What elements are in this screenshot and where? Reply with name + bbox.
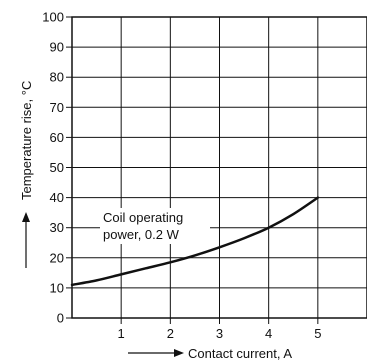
- y-tick-label: 70: [50, 100, 64, 115]
- x-tick-label: 3: [216, 326, 223, 341]
- x-tick-labels: 1 2 3 4 5: [118, 326, 322, 341]
- y-axis-label: Temperature rise, °C: [19, 81, 34, 200]
- y-tick-label: 40: [50, 190, 64, 205]
- y-tick-label: 100: [42, 10, 64, 25]
- y-tick-label: 60: [50, 130, 64, 145]
- y-tick-label: 80: [50, 70, 64, 85]
- y-tick-label: 50: [50, 160, 64, 175]
- series-line: [70, 196, 320, 287]
- y-tick-labels: 0 10 20 30 40 50 60 70 80 90 100: [42, 10, 64, 326]
- x-axis-arrowhead-icon: [174, 349, 184, 357]
- y-tick-label: 10: [50, 280, 64, 295]
- x-tick-label: 4: [265, 326, 272, 341]
- x-tick-label: 5: [314, 326, 321, 341]
- x-tick-label: 2: [167, 326, 174, 341]
- x-axis-label: Contact current, A: [188, 346, 292, 361]
- annotation-line-1: Coil operating: [103, 210, 183, 225]
- tick-marks: [66, 16, 319, 324]
- annotation: Coil operating power, 0.2 W: [100, 208, 210, 244]
- y-axis-label-group: Temperature rise, °C: [19, 81, 34, 268]
- y-tick-label: 0: [57, 311, 64, 326]
- annotation-line-2: power, 0.2 W: [103, 227, 180, 242]
- grid-lines: [72, 17, 367, 318]
- x-tick-label: 1: [118, 326, 125, 341]
- annotation-background: [100, 208, 210, 244]
- y-tick-label: 30: [50, 220, 64, 235]
- y-axis-arrowhead-icon: [22, 212, 30, 222]
- y-tick-label: 90: [50, 40, 64, 55]
- x-axis-label-group: Contact current, A: [128, 346, 292, 361]
- y-tick-label: 20: [50, 250, 64, 265]
